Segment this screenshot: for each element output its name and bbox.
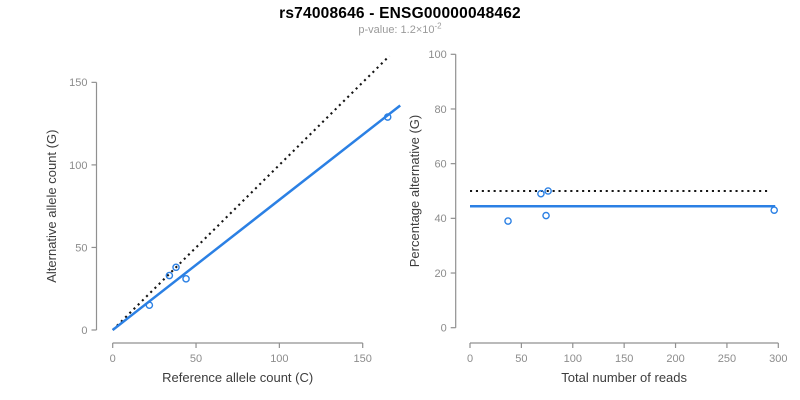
y-tick-label: 0 xyxy=(81,325,87,337)
data-point xyxy=(172,263,180,272)
x-axis-label: Reference allele count (C) xyxy=(162,370,313,385)
data-point xyxy=(542,211,550,220)
data-point xyxy=(383,113,392,121)
y-tick-label: 100 xyxy=(428,49,446,61)
x-tick-label: 50 xyxy=(190,353,202,365)
y-tick-label: 100 xyxy=(69,160,87,172)
fit-line xyxy=(111,104,401,331)
x-tick-label: 0 xyxy=(467,353,473,365)
x-tick-label: 150 xyxy=(615,353,633,365)
data-point xyxy=(182,275,190,283)
data-point xyxy=(544,187,552,195)
y-axis-label: Alternative allele count (G) xyxy=(44,130,59,283)
y-tick-label: 50 xyxy=(75,242,87,254)
x-tick-label: 200 xyxy=(666,353,684,365)
x-tick-label: 300 xyxy=(769,353,787,365)
y-tick-label: 60 xyxy=(434,159,446,171)
x-tick-label: 100 xyxy=(270,353,288,365)
x-tick-label: 0 xyxy=(110,353,116,365)
x-tick-label: 250 xyxy=(718,353,736,365)
y-axis-label: Percentage alternative (G) xyxy=(407,115,422,267)
x-tick-label: 100 xyxy=(564,353,582,365)
x-tick-label: 50 xyxy=(515,353,527,365)
y-tick-label: 40 xyxy=(434,213,446,225)
y-tick-label: 80 xyxy=(434,104,446,116)
data-point xyxy=(165,271,174,280)
x-axis-label: Total number of reads xyxy=(561,370,687,385)
pvalue-exponent: -2 xyxy=(434,21,442,31)
data-point xyxy=(537,189,545,198)
figure-title: rs74008646 - ENSG00000048462 xyxy=(279,5,521,22)
y-tick-label: 150 xyxy=(69,77,87,89)
pvalue-text: p-value: 1.2×10 xyxy=(358,24,435,36)
x-tick-label: 150 xyxy=(354,353,372,365)
data-point xyxy=(504,217,512,225)
identity-line xyxy=(111,55,391,331)
data-point xyxy=(770,206,778,214)
y-tick-label: 0 xyxy=(441,323,447,335)
y-tick-label: 20 xyxy=(434,268,446,280)
data-point xyxy=(145,301,154,310)
figure-subtitle: p-value: 1.2×10-2 xyxy=(0,21,800,36)
